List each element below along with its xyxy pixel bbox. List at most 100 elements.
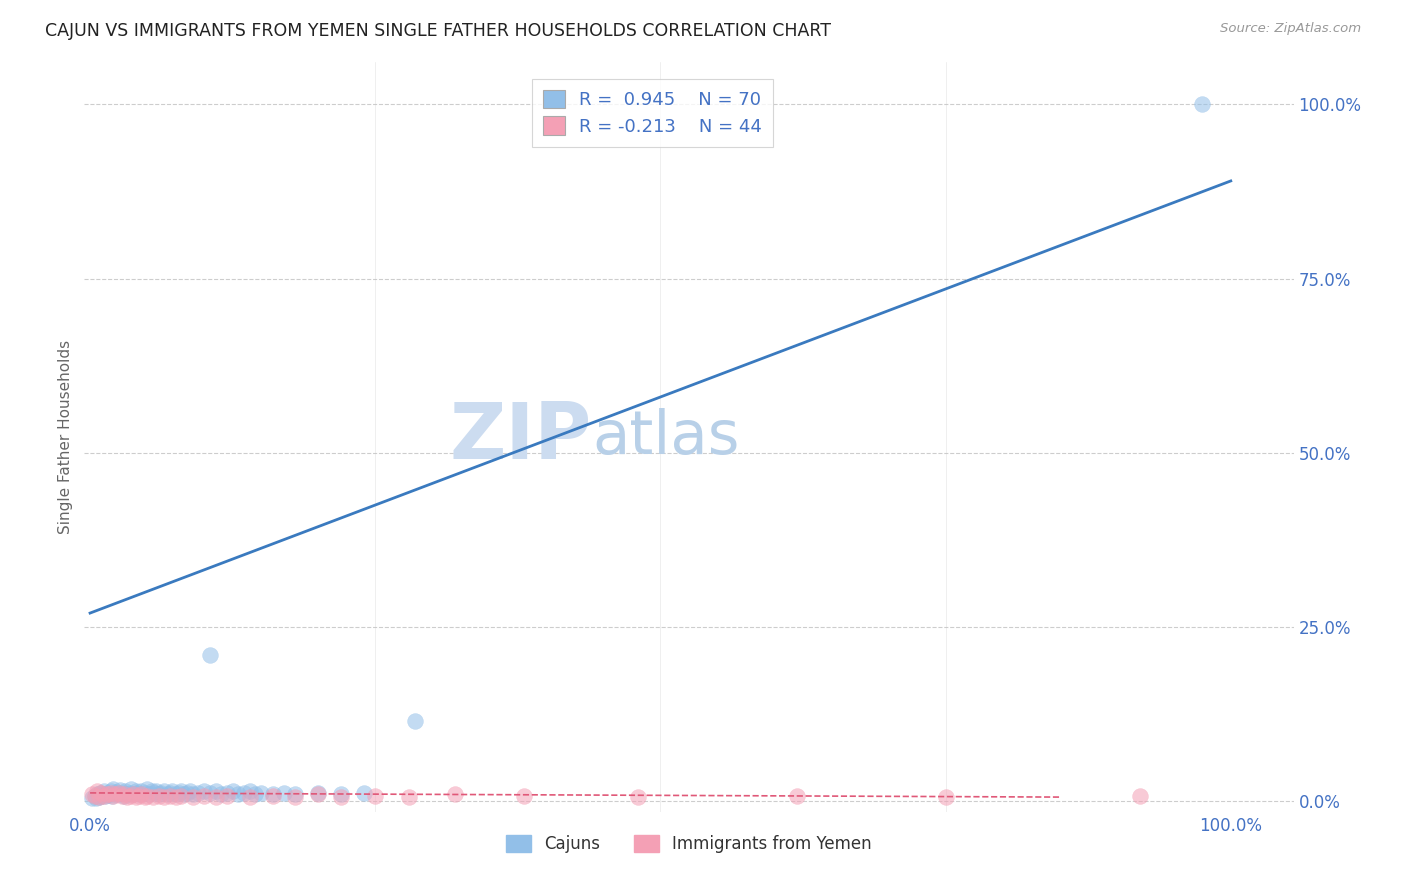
Point (131, 784, 153, 798)
Point (187, 786, 209, 800)
Point (364, 789, 387, 803)
Point (215, 786, 238, 800)
Point (626, 790, 648, 805)
Point (284, 787, 307, 801)
Point (165, 787, 187, 801)
Point (284, 790, 307, 805)
Point (83, 789, 105, 803)
Point (114, 784, 136, 798)
Legend: Cajuns, Immigrants from Yemen: Cajuns, Immigrants from Yemen (499, 828, 879, 860)
Text: ZIP: ZIP (450, 399, 592, 475)
Text: CAJUN VS IMMIGRANTS FROM YEMEN SINGLE FATHER HOUSEHOLDS CORRELATION CHART: CAJUN VS IMMIGRANTS FROM YEMEN SINGLE FA… (45, 22, 831, 40)
Point (89, 786, 111, 800)
Point (125, 790, 148, 805)
Point (131, 787, 153, 801)
Point (90, 789, 112, 803)
Point (104, 787, 127, 801)
Point (104, 787, 127, 801)
Point (181, 787, 204, 801)
Point (167, 786, 190, 800)
Point (94, 789, 117, 804)
Point (107, 786, 129, 800)
Point (82, 790, 104, 805)
Point (181, 790, 204, 805)
Y-axis label: Single Father Households: Single Father Households (58, 340, 73, 534)
Point (138, 787, 160, 801)
Point (101, 789, 124, 803)
Point (148, 789, 170, 803)
Point (1191, 97, 1213, 112)
Point (153, 790, 176, 805)
Point (83, 789, 105, 803)
Point (117, 787, 139, 801)
Point (134, 786, 156, 800)
Point (512, 789, 534, 803)
Point (221, 784, 243, 798)
Point (100, 786, 122, 800)
Point (239, 784, 262, 798)
Point (90, 786, 112, 800)
Point (96, 787, 118, 801)
Point (93, 784, 115, 798)
Point (142, 786, 165, 800)
Point (307, 787, 329, 801)
Point (198, 786, 221, 800)
Point (136, 789, 159, 803)
Point (193, 789, 215, 803)
Point (179, 784, 201, 798)
Point (228, 787, 250, 801)
Point (159, 786, 181, 800)
Point (250, 786, 273, 800)
Point (239, 790, 262, 805)
Point (204, 790, 226, 805)
Point (160, 784, 183, 798)
Point (148, 787, 170, 801)
Point (1128, 789, 1150, 803)
Point (262, 787, 284, 801)
Point (330, 787, 353, 801)
Point (198, 648, 221, 662)
Point (404, 714, 426, 728)
Point (84, 791, 107, 805)
Point (142, 790, 165, 805)
Point (111, 789, 134, 803)
Point (935, 790, 957, 805)
Point (128, 787, 150, 801)
Point (105, 784, 128, 798)
Point (89, 790, 111, 805)
Point (204, 784, 226, 798)
Text: Source: ZipAtlas.com: Source: ZipAtlas.com (1220, 22, 1361, 36)
Text: atlas: atlas (592, 408, 740, 467)
Point (111, 786, 134, 800)
Point (96, 786, 118, 800)
Point (398, 790, 420, 805)
Point (107, 787, 129, 801)
Point (173, 787, 195, 801)
Point (118, 786, 141, 800)
Point (176, 786, 198, 800)
Point (165, 790, 187, 805)
Point (91, 787, 114, 801)
Point (193, 784, 215, 798)
Point (115, 790, 138, 805)
Point (444, 787, 467, 801)
Point (125, 784, 148, 798)
Point (89, 790, 111, 805)
Point (273, 786, 295, 800)
Point (108, 783, 131, 797)
Point (153, 784, 176, 798)
Point (156, 787, 179, 801)
Point (122, 787, 145, 801)
Point (125, 786, 148, 800)
Point (101, 781, 124, 796)
Point (86, 784, 108, 798)
Point (141, 784, 163, 798)
Point (786, 789, 808, 803)
Point (353, 786, 375, 800)
Point (112, 789, 135, 803)
Point (100, 784, 122, 798)
Point (149, 786, 172, 800)
Point (93, 789, 115, 803)
Point (170, 789, 193, 803)
Point (330, 790, 353, 805)
